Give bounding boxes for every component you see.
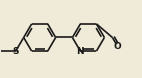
Text: S: S	[12, 47, 19, 56]
Text: O: O	[113, 42, 121, 51]
Text: N: N	[77, 47, 84, 56]
